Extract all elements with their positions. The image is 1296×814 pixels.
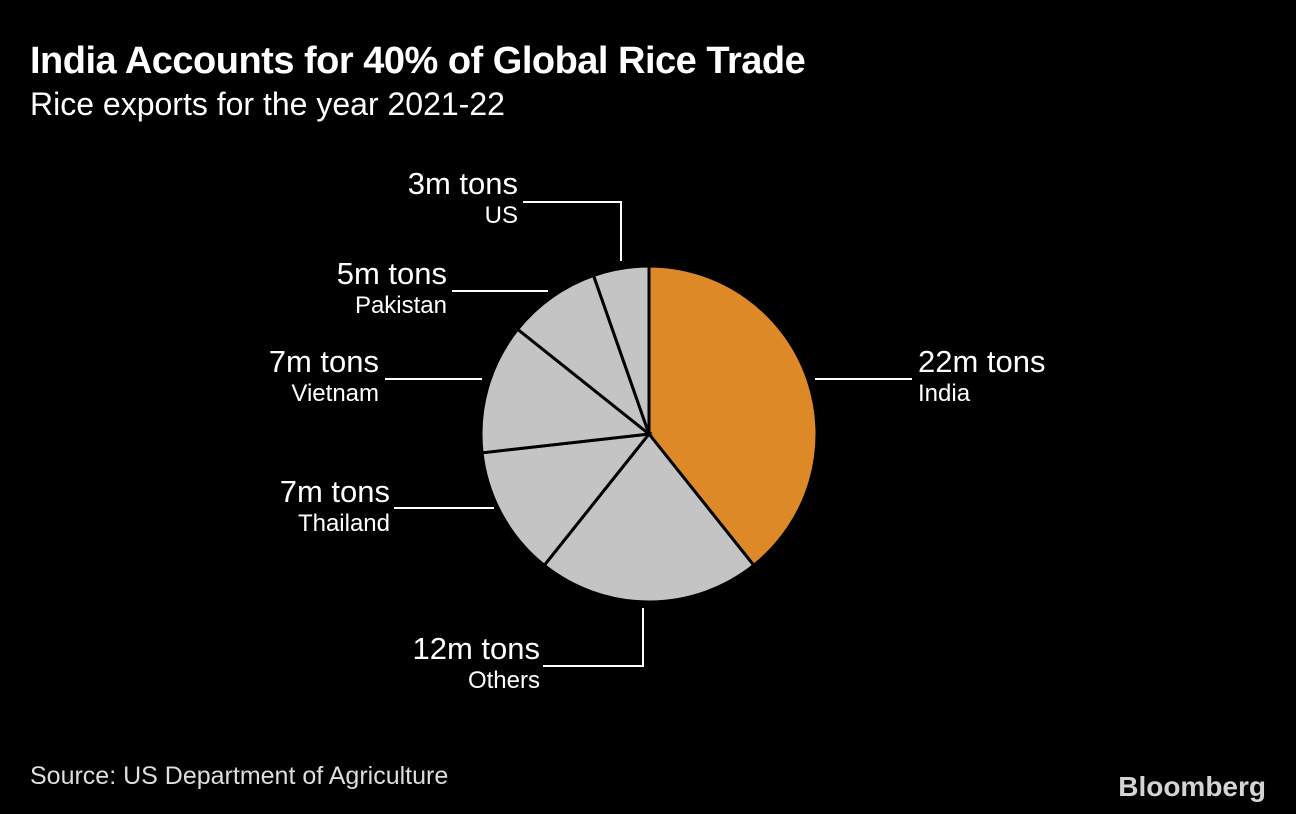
pie-slice-vietnam — [479, 327, 653, 455]
leader-line-us — [523, 201, 622, 261]
callout-thailand-value: 7m tons — [279, 474, 390, 509]
pie-slice-thailand — [480, 432, 653, 568]
callout-others-label: Others — [467, 667, 540, 694]
callout-india-value: 22m tons — [918, 344, 1046, 379]
leader-lines — [385, 201, 912, 667]
callout-thailand-label: Thailand — [297, 510, 390, 537]
callout-pakistan: 5m tons Pakistan — [337, 256, 447, 320]
chart-title: India Accounts for 40% of Global Rice Tr… — [30, 40, 806, 82]
callout-us: 3m tons US — [408, 166, 518, 230]
source-attribution: Source: US Department of Agriculture — [30, 762, 449, 790]
pie-slice-us — [591, 264, 651, 435]
pie-slice-india — [647, 264, 819, 568]
pie-slice-pakistan — [515, 273, 653, 439]
callout-us-value: 3m tons — [407, 166, 518, 201]
callout-pakistan-value: 5m tons — [336, 256, 447, 291]
pie — [479, 264, 819, 604]
callout-others-value: 12m tons — [412, 631, 540, 666]
callout-others: 12m tons Others — [412, 631, 540, 695]
callout-vietnam-label: Vietnam — [291, 380, 379, 407]
callout-pakistan-label: Pakistan — [354, 292, 447, 319]
callout-india: 22m tons India — [918, 344, 1046, 408]
callout-vietnam: 7m tons Vietnam — [269, 344, 379, 408]
chart-subtitle: Rice exports for the year 2021-22 — [30, 86, 505, 122]
pie-slice-others — [542, 431, 756, 604]
bloomberg-logo: Bloomberg — [1118, 771, 1266, 802]
callout-thailand: 7m tons Thailand — [280, 474, 390, 538]
leader-line-others — [543, 608, 644, 667]
callout-us-label: US — [484, 202, 518, 229]
callout-vietnam-value: 7m tons — [268, 344, 379, 379]
callout-india-label: India — [918, 380, 971, 407]
